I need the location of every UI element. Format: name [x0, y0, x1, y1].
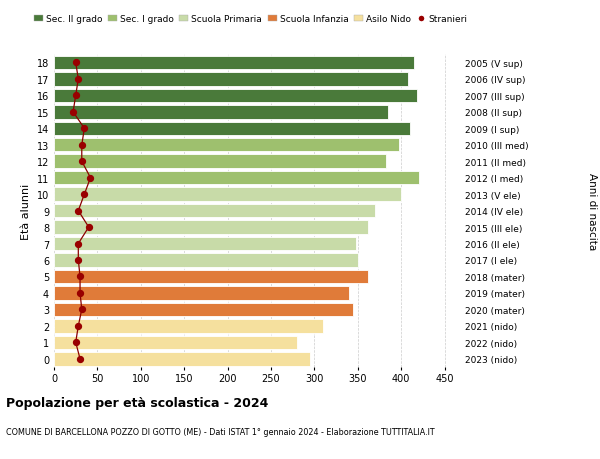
Bar [54, 106, 388, 119]
Point [77, 158, 86, 166]
Point [71, 92, 80, 100]
Bar [54, 270, 368, 284]
Text: Popolazione per età scolastica - 2024: Popolazione per età scolastica - 2024 [6, 396, 268, 409]
Point [80, 125, 89, 133]
Point [75, 273, 85, 280]
Bar [54, 172, 419, 185]
Point [74, 207, 83, 215]
Text: Anni di nascita: Anni di nascita [587, 173, 597, 250]
Bar [54, 90, 417, 103]
Point [68, 109, 78, 116]
Bar [54, 56, 414, 70]
Point [75, 290, 85, 297]
Bar [54, 286, 349, 300]
Bar [54, 221, 368, 234]
Point [74, 257, 83, 264]
Bar [54, 336, 297, 349]
Bar [54, 352, 310, 366]
Bar [54, 188, 401, 202]
Text: COMUNE DI BARCELLONA POZZO DI GOTTO (ME) - Dati ISTAT 1° gennaio 2024 - Elaboraz: COMUNE DI BARCELLONA POZZO DI GOTTO (ME)… [6, 427, 434, 436]
Point [80, 191, 89, 198]
Point [84, 224, 94, 231]
Bar [54, 155, 386, 168]
Bar [54, 122, 410, 136]
Bar [54, 237, 356, 251]
Bar [54, 204, 375, 218]
Point [74, 76, 83, 84]
Bar [54, 254, 358, 267]
Point [75, 355, 85, 363]
Legend: Sec. II grado, Sec. I grado, Scuola Primaria, Scuola Infanzia, Asilo Nido, Stran: Sec. II grado, Sec. I grado, Scuola Prim… [30, 11, 471, 28]
Point [77, 142, 86, 149]
Point [71, 339, 80, 346]
Bar [54, 73, 408, 86]
Bar [54, 319, 323, 333]
Point [74, 241, 83, 248]
Point [77, 306, 86, 313]
Y-axis label: Età alunni: Età alunni [21, 183, 31, 239]
Point [86, 174, 95, 182]
Point [71, 60, 80, 67]
Bar [54, 139, 400, 152]
Point [74, 323, 83, 330]
Bar [54, 303, 353, 316]
